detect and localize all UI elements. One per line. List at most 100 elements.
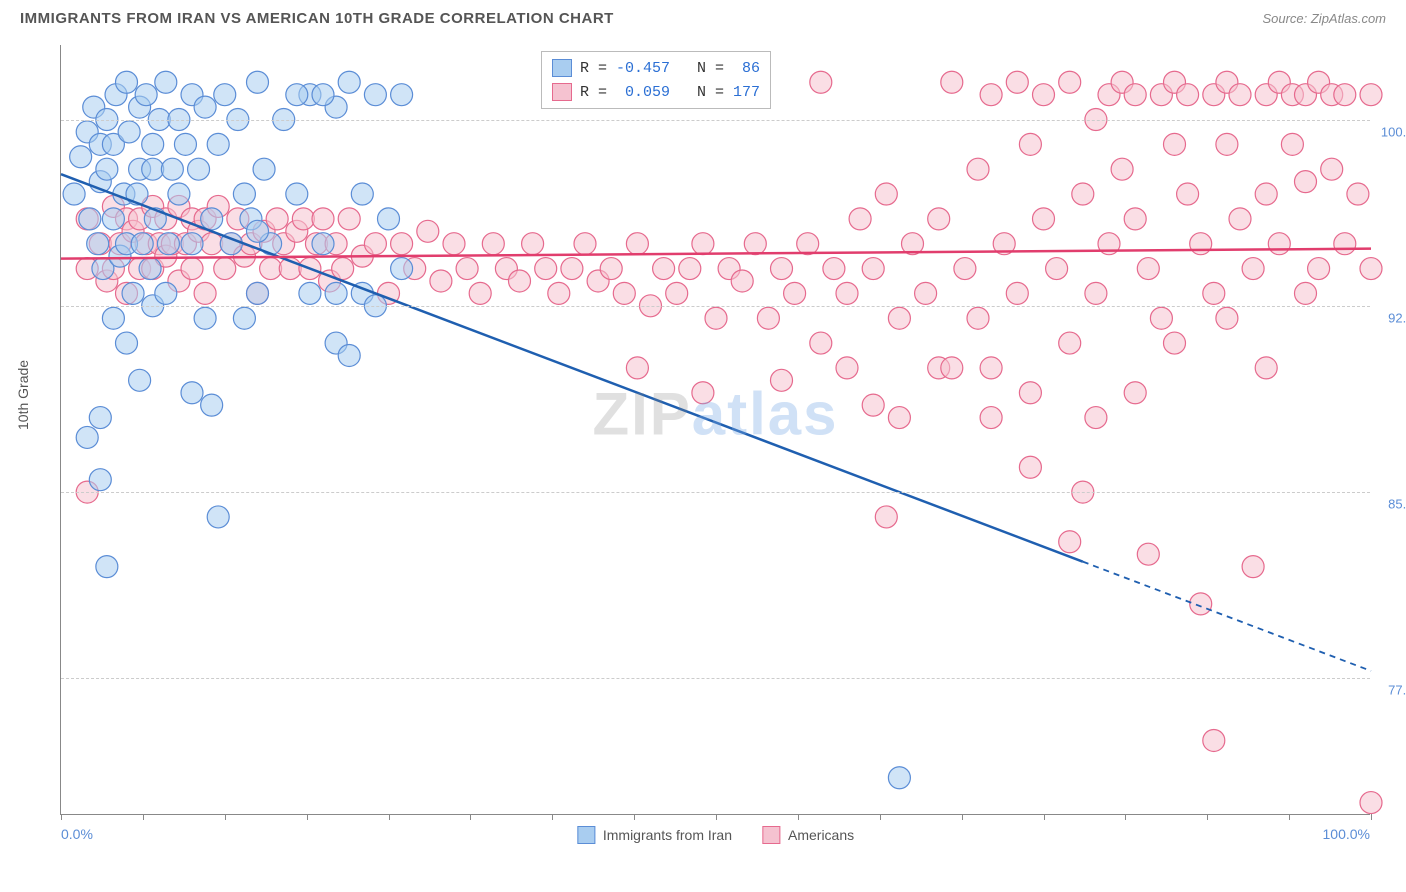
scatter-point	[214, 258, 236, 280]
scatter-point	[1019, 456, 1041, 478]
scatter-point	[626, 357, 648, 379]
scatter-point	[954, 258, 976, 280]
scatter-point	[89, 469, 111, 491]
scatter-point	[888, 767, 910, 789]
scatter-point	[784, 282, 806, 304]
scatter-point	[469, 282, 491, 304]
scatter-point	[941, 357, 963, 379]
scatter-point	[181, 258, 203, 280]
scatter-point	[1360, 84, 1382, 106]
chart-header: IMMIGRANTS FROM IRAN VS AMERICAN 10TH GR…	[0, 0, 1406, 32]
scatter-point	[131, 233, 153, 255]
scatter-point	[797, 233, 819, 255]
x-tick	[470, 814, 471, 820]
x-tick	[798, 814, 799, 820]
scatter-point	[96, 556, 118, 578]
scatter-point	[70, 146, 92, 168]
x-tick	[634, 814, 635, 820]
scatter-point	[174, 133, 196, 155]
scatter-point	[692, 233, 714, 255]
scatter-point	[509, 270, 531, 292]
x-tick	[1371, 814, 1372, 820]
scatter-point	[1033, 84, 1055, 106]
scatter-point	[89, 407, 111, 429]
scatter-point	[1347, 183, 1369, 205]
scatter-point	[1124, 382, 1146, 404]
scatter-point	[102, 208, 124, 230]
scatter-point	[338, 208, 360, 230]
scatter-point	[391, 233, 413, 255]
x-axis-min-label: 0.0%	[61, 826, 93, 842]
x-tick	[143, 814, 144, 820]
scatter-point	[600, 258, 622, 280]
scatter-point	[836, 282, 858, 304]
scatter-point	[201, 233, 223, 255]
scatter-point	[214, 84, 236, 106]
legend-label: Americans	[788, 827, 854, 843]
scatter-point	[888, 307, 910, 329]
scatter-point	[157, 233, 179, 255]
scatter-point	[522, 233, 544, 255]
scatter-point	[574, 233, 596, 255]
scatter-point	[456, 258, 478, 280]
scatter-point	[1308, 258, 1330, 280]
x-tick	[962, 814, 963, 820]
correlation-legend: R = -0.457 N = 86R = 0.059 N = 177	[541, 51, 771, 109]
scatter-point	[161, 158, 183, 180]
scatter-point	[142, 158, 164, 180]
scatter-point	[836, 357, 858, 379]
scatter-point	[888, 407, 910, 429]
scatter-point	[201, 208, 223, 230]
scatter-point	[286, 84, 308, 106]
x-tick	[716, 814, 717, 820]
scatter-point	[666, 282, 688, 304]
scatter-point	[1242, 258, 1264, 280]
scatter-point	[679, 258, 701, 280]
scatter-point	[1059, 531, 1081, 553]
scatter-point	[1177, 183, 1199, 205]
scatter-point	[325, 282, 347, 304]
scatter-point	[810, 71, 832, 93]
scatter-point	[1229, 84, 1251, 106]
x-tick	[880, 814, 881, 820]
gridline	[61, 678, 1370, 679]
source-label: Source: ZipAtlas.com	[1262, 11, 1386, 26]
scatter-point	[1019, 382, 1041, 404]
scatter-point	[1360, 258, 1382, 280]
scatter-point	[561, 258, 583, 280]
x-tick	[1289, 814, 1290, 820]
scatter-point	[810, 332, 832, 354]
scatter-point	[364, 233, 386, 255]
scatter-point	[142, 133, 164, 155]
scatter-point	[87, 233, 109, 255]
y-axis-label: 10th Grade	[15, 360, 31, 430]
scatter-point	[862, 258, 884, 280]
scatter-point	[548, 282, 570, 304]
scatter-point	[731, 270, 753, 292]
legend-label: Immigrants from Iran	[603, 827, 732, 843]
scatter-point	[823, 258, 845, 280]
scatter-point	[1203, 282, 1225, 304]
scatter-point	[1059, 71, 1081, 93]
y-tick-label: 77.5%	[1388, 683, 1406, 698]
scatter-point	[653, 258, 675, 280]
scatter-point	[1190, 233, 1212, 255]
scatter-point	[482, 233, 504, 255]
scatter-point	[299, 282, 321, 304]
scatter-point	[1203, 729, 1225, 751]
bottom-legend-item: Americans	[762, 826, 854, 844]
scatter-point	[129, 369, 151, 391]
scatter-point	[286, 183, 308, 205]
x-tick	[389, 814, 390, 820]
scatter-point	[980, 407, 1002, 429]
scatter-point	[233, 307, 255, 329]
scatter-point	[116, 71, 138, 93]
scatter-point	[201, 394, 223, 416]
x-tick	[552, 814, 553, 820]
scatter-point	[233, 183, 255, 205]
scatter-point	[351, 183, 373, 205]
scatter-point	[1164, 332, 1186, 354]
scatter-point	[1006, 282, 1028, 304]
scatter-point	[941, 71, 963, 93]
scatter-point	[1334, 233, 1356, 255]
